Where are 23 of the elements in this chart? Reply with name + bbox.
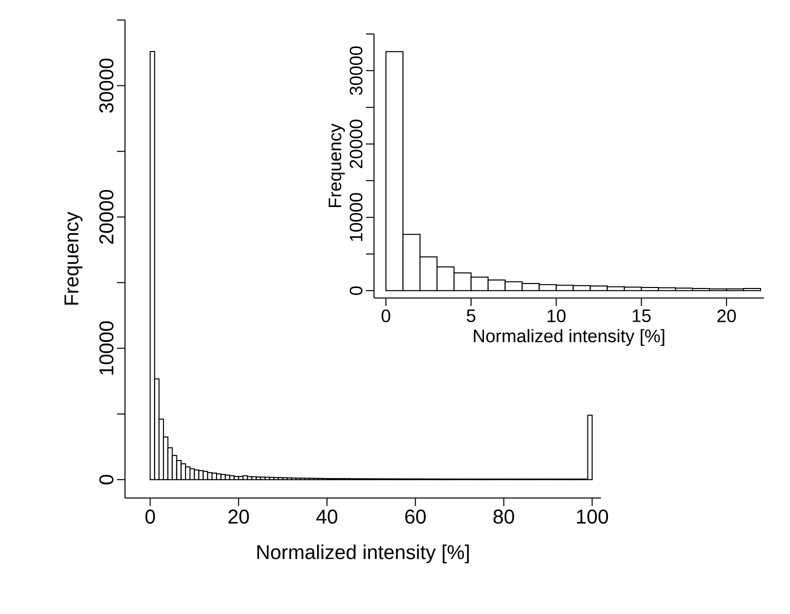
x-tick-label: 100 — [577, 510, 608, 524]
x-tick-label: 15 — [632, 310, 651, 322]
y-tick-label: 20000 — [350, 120, 362, 168]
y-tick-label: 20000 — [99, 190, 114, 244]
y-tick-label: 0 — [350, 286, 362, 295]
y-tick-label: 10000 — [99, 321, 114, 375]
x-tick-label: 80 — [494, 510, 514, 524]
x-tick-label: 5 — [466, 310, 476, 322]
x-tick-label: 20 — [228, 510, 249, 524]
x-axis-title: Normalized intensity [%] — [257, 544, 469, 564]
y-tick-label: 30000 — [350, 46, 362, 96]
x-tick-label: 0 — [382, 310, 390, 322]
y-axis-title: Frequency — [328, 124, 345, 208]
x-axis-title: Normalized intensity [%] — [474, 329, 664, 346]
x-tick-label: 60 — [405, 510, 426, 524]
y-tick-label: 0 — [99, 474, 114, 484]
x-tick-label: 10 — [548, 310, 566, 322]
y-tick-label: 10000 — [350, 193, 362, 241]
y-axis-title: Frequency — [64, 212, 82, 305]
x-tick-label: 0 — [145, 510, 155, 524]
x-tick-label: 40 — [316, 510, 338, 524]
y-tick-label: 30000 — [99, 58, 114, 113]
x-tick-label: 20 — [717, 310, 736, 322]
